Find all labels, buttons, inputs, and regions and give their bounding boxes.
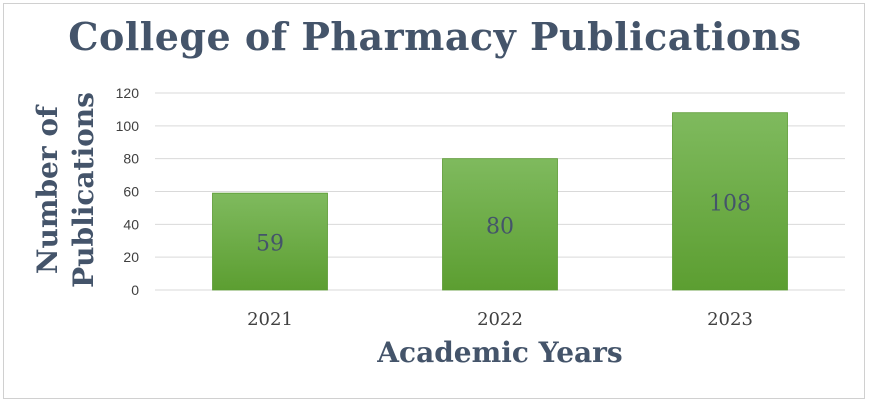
y-tick-label: 80 bbox=[123, 151, 139, 167]
bar bbox=[672, 112, 788, 291]
y-tick-label: 60 bbox=[123, 184, 139, 200]
x-tick-label: 2022 bbox=[477, 309, 523, 330]
bar bbox=[442, 158, 558, 291]
y-tick-label: 20 bbox=[123, 249, 139, 265]
data-label: 108 bbox=[709, 191, 751, 216]
data-labels: 59 80 108 bbox=[256, 191, 751, 256]
bars bbox=[212, 112, 788, 291]
y-tick-label: 100 bbox=[116, 118, 140, 134]
data-label: 59 bbox=[256, 232, 284, 257]
x-tick-label: 2023 bbox=[707, 309, 753, 330]
y-tick-label: 40 bbox=[123, 216, 139, 232]
y-tick-label: 120 bbox=[116, 85, 140, 101]
data-label: 80 bbox=[486, 214, 514, 239]
chart-title: College of Pharmacy Publications bbox=[68, 14, 802, 59]
x-axis-label: Academic Years bbox=[377, 336, 623, 369]
bar bbox=[212, 192, 328, 291]
x-tick-labels: 2021 2022 2023 bbox=[247, 309, 753, 330]
x-tick-label: 2021 bbox=[247, 309, 293, 330]
y-tick-label: 0 bbox=[131, 282, 139, 298]
y-tick-labels: 0 20 40 60 80 100 120 bbox=[116, 85, 140, 298]
